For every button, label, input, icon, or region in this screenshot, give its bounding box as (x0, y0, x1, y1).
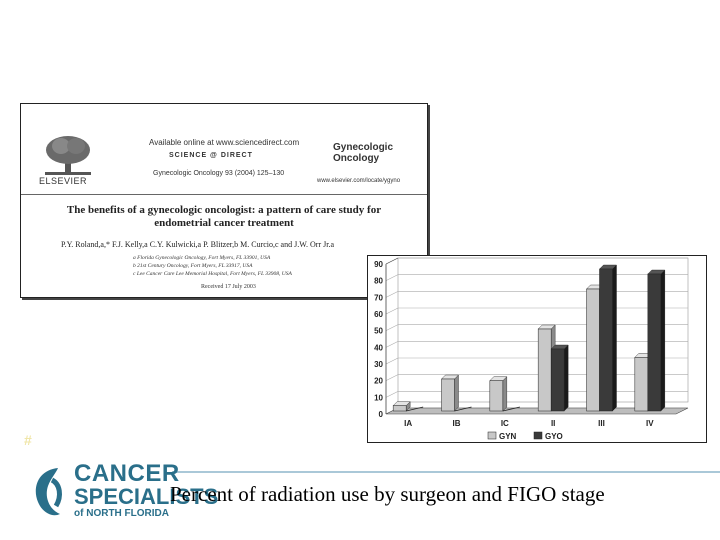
x-tick-label: II (551, 419, 555, 428)
divider (21, 194, 427, 195)
bar-gyn-iii (586, 288, 600, 412)
journal-name: Gynecologic Oncology (333, 142, 394, 164)
gridline-depth (385, 291, 399, 298)
publisher-name: ELSEVIER (39, 176, 88, 186)
bar-gyn-ia (392, 405, 407, 412)
legend-swatch-gyo (533, 431, 543, 440)
gridline-depth (385, 307, 399, 315)
sciencedirect-mark: SCIENCE @ DIRECT (169, 152, 253, 159)
bar-gyn-iv (634, 357, 649, 412)
y-tick-label: 70 (374, 293, 383, 302)
y-tick-label: 10 (374, 393, 383, 402)
affiliation-a: a Florida Gynecologic Oncology, Fort Mye… (133, 255, 271, 261)
slide-marker: # (24, 432, 32, 448)
y-tick-label: 90 (374, 260, 383, 269)
citation: Gynecologic Oncology 93 (2004) 125–130 (153, 170, 285, 177)
paper-title-line2: endometrial cancer treatment (154, 217, 294, 229)
availability-note: Available online at www.sciencedirect.co… (149, 138, 300, 147)
y-tick-label: 0 (379, 410, 384, 419)
y-tick-label: 30 (374, 360, 383, 369)
slide-caption: Percent of radiation use by surgeon and … (170, 482, 605, 506)
y-tick-label: 50 (374, 327, 383, 336)
x-tick-label: IC (501, 419, 509, 428)
paper-authors: P.Y. Roland,a,* F.J. Kelly,a C.Y. Kulwic… (61, 240, 335, 249)
bar-gyo-ii (550, 348, 565, 412)
bar-gyo-ii-side (563, 344, 569, 412)
gridline-depth (385, 374, 399, 381)
y-tick-label: 80 (374, 277, 383, 286)
x-tick-label: III (598, 419, 605, 428)
affiliation-c: c Lee Cancer Care Lee Memorial Hospital,… (133, 271, 292, 277)
bar-gyo-iv-side (660, 269, 666, 412)
affiliations: a Florida Gynecologic Oncology, Fort Mye… (133, 254, 292, 278)
paper-title-line1: The benefits of a gynecologic oncologist… (66, 204, 382, 216)
y-axis-top (385, 257, 399, 265)
legend-label-gyn: GYN (499, 432, 517, 441)
gridline-depth (385, 274, 399, 281)
bar-gyo-iii-side (612, 264, 617, 412)
logo-line2: SPECIALISTS (74, 484, 219, 509)
gridline-depth (385, 391, 399, 398)
bar-gyo-ia (406, 406, 424, 412)
x-tick-label: IA (404, 419, 412, 428)
received-date: Received 17 July 2003 (201, 284, 256, 290)
x-tick-label: IB (453, 419, 461, 428)
affiliation-b: b 21st Century Oncology, Fort Myers, FL … (133, 263, 253, 269)
cancer-specialists-logo: CANCER SPECIALISTS of NORTH FLORIDA (30, 460, 218, 524)
journal-url: www.elsevier.com/locate/ygyno (317, 178, 401, 184)
bar-gyo-iv (647, 273, 662, 412)
y-tick-label: 20 (374, 377, 383, 386)
bar-gyn-ii (537, 328, 552, 412)
logo-mark-icon (35, 468, 62, 516)
bar-gyn-ib-side (454, 374, 459, 412)
bar-gyo-ib (454, 406, 472, 412)
y-tick-label: 40 (374, 343, 383, 352)
bar-chart: 0 10 20 30 40 50 60 70 80 90 IA IB IC II III IV GYN GYO (367, 255, 707, 443)
bar-gyn-ic (489, 380, 504, 412)
logo-line3: of NORTH FLORIDA (74, 508, 169, 519)
bar-gyn-ib (441, 378, 455, 412)
elsevier-tree-logo (45, 136, 91, 175)
bar-gyn-ic-side (502, 376, 508, 412)
legend-swatch-gyn (487, 431, 497, 440)
y-tick-label: 60 (374, 310, 383, 319)
legend-label-gyo: GYO (545, 432, 563, 441)
paper-header-image: ELSEVIER Available online at www.science… (20, 103, 428, 298)
gridline-depth (385, 341, 399, 348)
gridline-depth (385, 324, 399, 331)
gridline-depth (385, 357, 399, 365)
bar-gyo-ic (502, 406, 520, 412)
x-tick-label: IV (646, 419, 654, 428)
footer-rule (172, 471, 720, 473)
bar-gyo-iii (599, 268, 613, 412)
paper-title: The benefits of a gynecologic oncologist… (21, 204, 427, 230)
logo-line1: CANCER (74, 460, 180, 487)
